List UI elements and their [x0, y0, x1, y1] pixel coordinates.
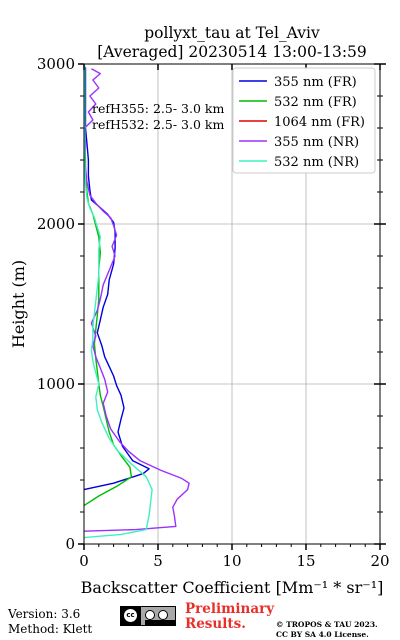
preliminary-results-label: Preliminary Results. [185, 602, 274, 632]
x-tick-label: 10 [222, 552, 241, 570]
chart-title: pollyxt_tau at Tel_Aviv [144, 24, 320, 42]
legend-box [232, 67, 376, 174]
x-tick-label: 15 [296, 552, 315, 570]
legend-label: 355 nm (FR) [274, 75, 357, 90]
cc-license-icon: cc [120, 606, 176, 626]
y-tick-label: 0 [65, 535, 75, 553]
legend-label: 1064 nm (FR) [274, 115, 365, 130]
y-tick-label: 2000 [37, 215, 75, 233]
legend-label: 355 nm (NR) [274, 135, 359, 150]
x-axis-label: Backscatter Coefficient [Mm⁻¹ * sr⁻¹] [81, 578, 384, 597]
x-tick-label: 20 [370, 552, 389, 570]
x-tick-label: 0 [79, 552, 89, 570]
y-tick-label: 1000 [37, 375, 75, 393]
annotation-text: refH355: 2.5- 3.0 km [92, 101, 224, 116]
method-label: Method: Klett [8, 622, 93, 636]
preliminary-line1: Preliminary [185, 601, 275, 617]
cc-circle-icon: cc [124, 609, 137, 622]
by-icon [145, 610, 155, 620]
annotation-text: refH532: 2.5- 3.0 km [92, 117, 224, 132]
series-line [83, 68, 190, 532]
by-sa-strip [145, 620, 175, 626]
backscatter-profile-chart: pollyxt_tau at Tel_Aviv [Averaged] 20230… [9, 24, 390, 597]
legend-label: 532 nm (NR) [274, 155, 359, 170]
chart-subtitle: [Averaged] 20230514 13:00-13:59 [97, 43, 367, 61]
legend: 355 nm (FR) 532 nm (FR) 1064 nm (FR) 355 nm… [232, 67, 376, 174]
series-line [83, 65, 153, 539]
x-tick-label: 5 [153, 552, 163, 570]
version-label: Version: 3.6 [8, 607, 81, 621]
x-axis-label-text: Backscatter Coefficient [Mm⁻¹ * sr⁻¹] [81, 578, 384, 597]
y-axis-label: Height (m) [9, 260, 28, 348]
legend-label: 532 nm (FR) [274, 95, 357, 110]
axis-ticks: 0 5 10 15 20 0 1000 2000 3000 [37, 55, 390, 570]
copyright-line1: © TROPOS & TAU 2023. [276, 620, 378, 629]
series-lines [83, 65, 190, 539]
copyright-notice: © TROPOS & TAU 2023. CC BY SA 4.0 Licens… [276, 620, 378, 640]
y-tick-label: 3000 [37, 55, 75, 73]
preliminary-line2: Results. [185, 616, 246, 632]
copyright-line2: CC BY SA 4.0 License. [276, 630, 369, 639]
series-line [83, 67, 150, 491]
sa-icon [158, 610, 168, 620]
